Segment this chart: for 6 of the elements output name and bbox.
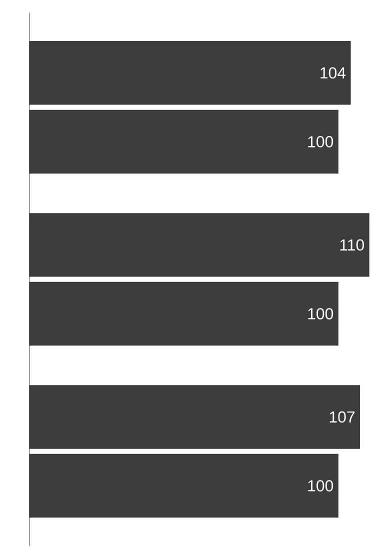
data-label: 100 <box>308 308 334 320</box>
data-label: 100 <box>308 136 334 148</box>
data-label: 107 <box>330 411 355 423</box>
data-label: 104 <box>320 67 346 79</box>
data-label: 110 <box>340 239 364 251</box>
data-label: 100 <box>308 480 334 492</box>
